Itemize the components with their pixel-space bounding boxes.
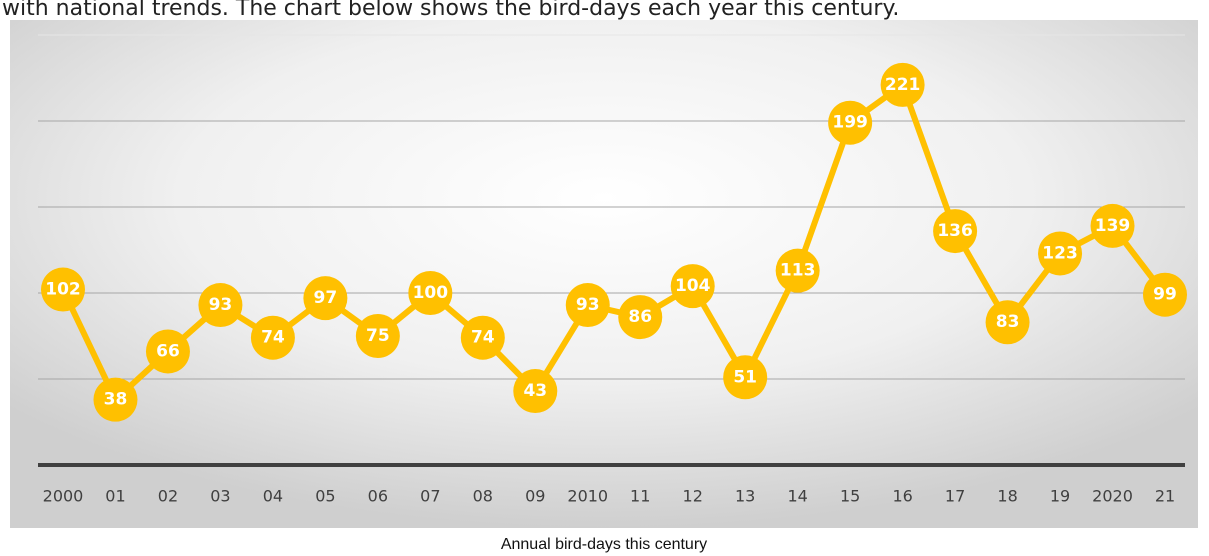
data-label: 74 <box>471 328 495 348</box>
point-marker <box>93 377 138 422</box>
x-tick-label: 19 <box>1050 487 1070 506</box>
data-label: 97 <box>314 288 338 308</box>
point-marker <box>618 295 663 340</box>
data-label: 93 <box>209 295 233 315</box>
point-marker <box>933 209 978 254</box>
x-tick-label: 12 <box>683 487 703 506</box>
x-tick-label: 05 <box>315 487 335 506</box>
series-line <box>60 81 1168 403</box>
x-tick-label: 15 <box>840 487 860 506</box>
point-marker <box>408 271 453 315</box>
point-marker <box>460 315 505 360</box>
point-marker <box>145 329 190 374</box>
point-marker <box>1143 272 1187 317</box>
plot-background <box>10 20 1198 528</box>
data-label: 136 <box>937 221 973 241</box>
x-tick-label: 2010 <box>567 487 608 506</box>
point-marker <box>723 355 768 400</box>
point-marker <box>198 283 243 328</box>
intro-text: with national trends. The chart below sh… <box>2 0 899 21</box>
x-tick-label: 02 <box>158 487 178 506</box>
data-label: 113 <box>780 261 816 281</box>
x-tick-label: 13 <box>735 487 755 506</box>
x-tick-label: 17 <box>945 487 965 506</box>
point-marker <box>670 264 715 309</box>
data-label: 99 <box>1153 285 1177 305</box>
point-marker <box>985 300 1030 345</box>
data-label: 100 <box>413 283 449 303</box>
data-label: 104 <box>675 276 711 296</box>
data-label: 66 <box>156 341 180 361</box>
point-marker <box>828 100 873 145</box>
x-tick-label: 2020 <box>1092 487 1133 506</box>
point-marker <box>880 62 925 107</box>
x-tick-label: 04 <box>263 487 283 506</box>
data-label: 51 <box>733 367 757 387</box>
x-tick-label: 08 <box>473 487 493 506</box>
x-tick-label: 01 <box>105 487 125 506</box>
data-label: 86 <box>628 307 652 327</box>
data-label: 221 <box>885 75 921 95</box>
data-label: 74 <box>261 328 285 348</box>
data-label: 123 <box>1042 243 1078 263</box>
data-label: 102 <box>45 280 81 300</box>
point-marker <box>303 276 348 321</box>
point-marker <box>1038 231 1083 276</box>
data-label: 199 <box>832 113 868 133</box>
x-tick-label: 09 <box>525 487 545 506</box>
x-tick-label: 16 <box>892 487 912 506</box>
caption: Annual bird-days this century <box>501 536 707 553</box>
x-tick-label: 2000 <box>43 487 84 506</box>
point-marker <box>565 283 610 328</box>
point-marker <box>355 314 400 358</box>
point-marker <box>41 267 85 312</box>
data-label: 75 <box>366 326 390 346</box>
x-tick-label: 03 <box>210 487 230 506</box>
x-tick-label: 11 <box>630 487 650 506</box>
x-tick-label: 18 <box>997 487 1017 506</box>
data-label: 43 <box>523 381 547 401</box>
point-marker <box>513 369 558 414</box>
data-label: 93 <box>576 295 600 315</box>
data-label: 139 <box>1095 216 1131 236</box>
data-label: 38 <box>104 390 128 410</box>
point-marker <box>1090 203 1135 248</box>
point-marker <box>775 248 820 293</box>
data-label: 83 <box>996 312 1020 332</box>
x-tick-label: 07 <box>420 487 440 506</box>
x-tick-label: 06 <box>368 487 388 506</box>
x-tick-label: 21 <box>1155 487 1175 506</box>
point-marker <box>250 315 295 360</box>
x-tick-label: 14 <box>787 487 807 506</box>
